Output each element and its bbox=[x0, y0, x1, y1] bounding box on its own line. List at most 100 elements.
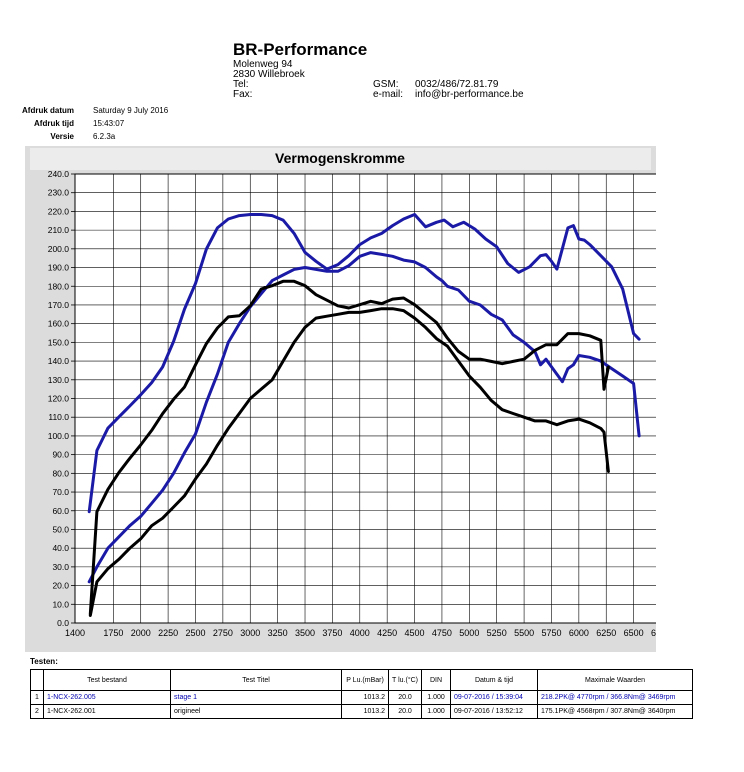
chart-title: Vermogenskromme bbox=[275, 150, 405, 166]
x-tick-label: 5250 bbox=[487, 628, 507, 638]
series-line-origineel-power bbox=[88, 307, 610, 617]
test-pressure: 1013.2 bbox=[341, 690, 389, 705]
company-name: BR-Performance bbox=[233, 40, 368, 59]
print-time-label: Afdruk tijd bbox=[34, 119, 74, 128]
x-tick-label: 6000 bbox=[569, 628, 589, 638]
x-tick-label: 6500 bbox=[624, 628, 644, 638]
series-line-origineel-torque bbox=[88, 279, 610, 616]
test-date: 09-07-2016 / 13:52:12 bbox=[450, 704, 539, 719]
y-left-tick-label: 20.0 bbox=[52, 581, 69, 591]
print-date-label: Afdruk datum bbox=[22, 106, 74, 115]
test-max: 175.1PK@ 4568rpm / 307.8Nm@ 3640rpm bbox=[537, 704, 694, 719]
tests-label: Testen: bbox=[30, 657, 58, 666]
x-tick-label: 1750 bbox=[103, 628, 123, 638]
x-tick-label: 4500 bbox=[405, 628, 425, 638]
row-index: 1 bbox=[30, 690, 44, 705]
x-tick-label: 5750 bbox=[541, 628, 561, 638]
x-tick-label: 5500 bbox=[514, 628, 534, 638]
y-left-tick-label: 240.0 bbox=[48, 169, 70, 179]
print-time: 15:43:07 bbox=[93, 119, 125, 128]
test-din: 1.000 bbox=[421, 704, 452, 719]
col-temp: T lu.(°C) bbox=[387, 669, 423, 691]
test-pressure: 1013.2 bbox=[341, 704, 389, 719]
x-tick-label: 4250 bbox=[377, 628, 397, 638]
email-label: e-mail: bbox=[373, 89, 404, 100]
y-left-tick-label: 180.0 bbox=[48, 281, 70, 291]
plot-frame bbox=[74, 173, 656, 624]
y-left-tick-label: 100.0 bbox=[48, 431, 70, 441]
test-title: stage 1 bbox=[170, 690, 342, 705]
x-tick-label: 6750 bbox=[651, 628, 656, 638]
print-meta: Afdruk datum Saturday 9 July 2016 Afdruk … bbox=[20, 104, 168, 143]
col-max: Maximale Waarden bbox=[537, 669, 694, 691]
x-tick-label: 3500 bbox=[295, 628, 315, 638]
tel-label: Tel: bbox=[233, 79, 249, 90]
col-din: DIN bbox=[421, 669, 452, 691]
x-tick-label: 2000 bbox=[131, 628, 151, 638]
row-index: 2 bbox=[30, 704, 44, 719]
test-max: 218.2PK@ 4770rpm / 366.8Nm@ 3469rpm bbox=[537, 690, 694, 705]
y-left-tick-label: 210.0 bbox=[48, 225, 70, 235]
company-street: Molenweg 94 bbox=[233, 59, 293, 70]
y-left-tick-label: 190.0 bbox=[48, 263, 70, 273]
series-line-stage1-power bbox=[87, 251, 641, 584]
y-left-tick-label: 50.0 bbox=[52, 524, 69, 534]
x-tick-label: 3000 bbox=[240, 628, 260, 638]
test-temp: 20.0 bbox=[387, 704, 423, 719]
version-label: Versie bbox=[50, 132, 74, 141]
version: 6.2.3a bbox=[93, 132, 116, 141]
chart-title-bar bbox=[30, 148, 651, 170]
y-left-tick-label: 230.0 bbox=[48, 188, 70, 198]
print-date: Saturday 9 July 2016 bbox=[93, 106, 169, 115]
x-tick-label: 2500 bbox=[185, 628, 205, 638]
x-tick-label: 4750 bbox=[432, 628, 452, 638]
y-left-tick-label: 0.0 bbox=[57, 618, 69, 628]
y-left-tick-label: 40.0 bbox=[52, 543, 69, 553]
email-value: info@br-performance.be bbox=[415, 89, 524, 100]
y-left-tick-label: 160.0 bbox=[48, 319, 70, 329]
y-left-tick-label: 120.0 bbox=[48, 394, 70, 404]
x-tick-label: 6250 bbox=[596, 628, 616, 638]
test-temp: 20.0 bbox=[387, 690, 423, 705]
table-row[interactable]: 1 1-NCX-262.005 stage 1 1013.2 20.0 1.00… bbox=[30, 690, 694, 705]
company-city: 2830 Willebroek bbox=[233, 69, 305, 80]
tests-table: Test bestand Test Titel P Lu.(mBar) T lu… bbox=[30, 669, 694, 719]
y-left-tick-label: 80.0 bbox=[52, 468, 69, 478]
y-left-tick-label: 140.0 bbox=[48, 356, 70, 366]
y-left-tick-label: 200.0 bbox=[48, 244, 70, 254]
table-row[interactable]: 2 1-NCX-262.001 origineel 1013.2 20.0 1.… bbox=[30, 704, 694, 719]
series-line-stage1-torque bbox=[87, 213, 641, 514]
axes: 1400 1750 2000 2250 2500 2750 3000 3250 3500 3750… bbox=[48, 169, 656, 638]
x-tick-label: 3750 bbox=[322, 628, 342, 638]
gsm-label: GSM: bbox=[373, 79, 399, 90]
y-left-tick-label: 150.0 bbox=[48, 337, 70, 347]
company-header: BR-Performance Molenweg 94 2830 Willebro… bbox=[233, 40, 367, 100]
col-index bbox=[30, 669, 44, 691]
y-left-tick-label: 220.0 bbox=[48, 206, 70, 216]
y-left-tick-label: 110.0 bbox=[48, 412, 69, 422]
y-left-tick-label: 70.0 bbox=[52, 487, 69, 497]
test-din: 1.000 bbox=[421, 690, 452, 705]
test-file: 1-NCX-262.001 bbox=[43, 704, 171, 719]
y-left-tick-label: 30.0 bbox=[52, 562, 69, 572]
y-left-tick-label: 10.0 bbox=[52, 599, 69, 609]
x-tick-label: 2750 bbox=[213, 628, 233, 638]
power-chart: Vermogenskromme 1400 1750 2000 2250 2500 2750… bbox=[25, 146, 656, 652]
y-left-tick-label: 170.0 bbox=[48, 300, 70, 310]
col-title: Test Titel bbox=[170, 669, 342, 691]
col-file: Test bestand bbox=[43, 669, 171, 691]
fax-label: Fax: bbox=[233, 89, 253, 100]
test-file: 1-NCX-262.005 bbox=[43, 690, 171, 705]
contact-block: GSM: 0032/486/72.81.79 e-mail: info@br-per… bbox=[373, 80, 524, 100]
x-tick-label: 2250 bbox=[158, 628, 178, 638]
x-tick-label: 1400 bbox=[65, 628, 85, 638]
y-left-tick-label: 60.0 bbox=[52, 506, 69, 516]
gsm-value: 0032/486/72.81.79 bbox=[415, 79, 499, 90]
series-layer bbox=[87, 213, 641, 617]
y-left-tick-label: 90.0 bbox=[52, 450, 69, 460]
y-left-tick-label: 130.0 bbox=[48, 375, 70, 385]
x-tick-label: 3250 bbox=[268, 628, 288, 638]
test-title: origineel bbox=[170, 704, 342, 719]
x-tick-label: 5000 bbox=[459, 628, 479, 638]
col-date: Datum & tijd bbox=[450, 669, 539, 691]
